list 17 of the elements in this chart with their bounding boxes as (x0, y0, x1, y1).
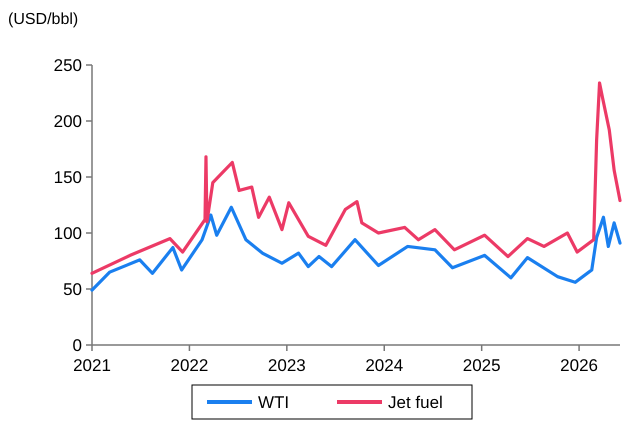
legend-label: WTI (258, 392, 290, 412)
legend-label: Jet fuel (388, 392, 443, 412)
line-series (90, 206, 622, 292)
x-tick-label: 2025 (462, 356, 501, 375)
x-tick-label: 2021 (73, 356, 111, 375)
y-axis-title: (USD/bbl) (8, 11, 78, 28)
y-tick-label: 200 (54, 112, 82, 131)
x-tick-label: 2022 (170, 356, 208, 375)
y-tick-label: 150 (54, 168, 82, 187)
x-tick-label: 2026 (560, 356, 598, 375)
x-tick-label: 2024 (365, 356, 404, 375)
y-tick-label: 250 (54, 56, 82, 75)
x-tick-label: 2023 (268, 356, 306, 375)
y-tick-label: 100 (54, 224, 82, 243)
y-tick-label: 0 (72, 336, 82, 355)
line-series (90, 81, 622, 275)
y-tick-label: 50 (63, 280, 82, 299)
